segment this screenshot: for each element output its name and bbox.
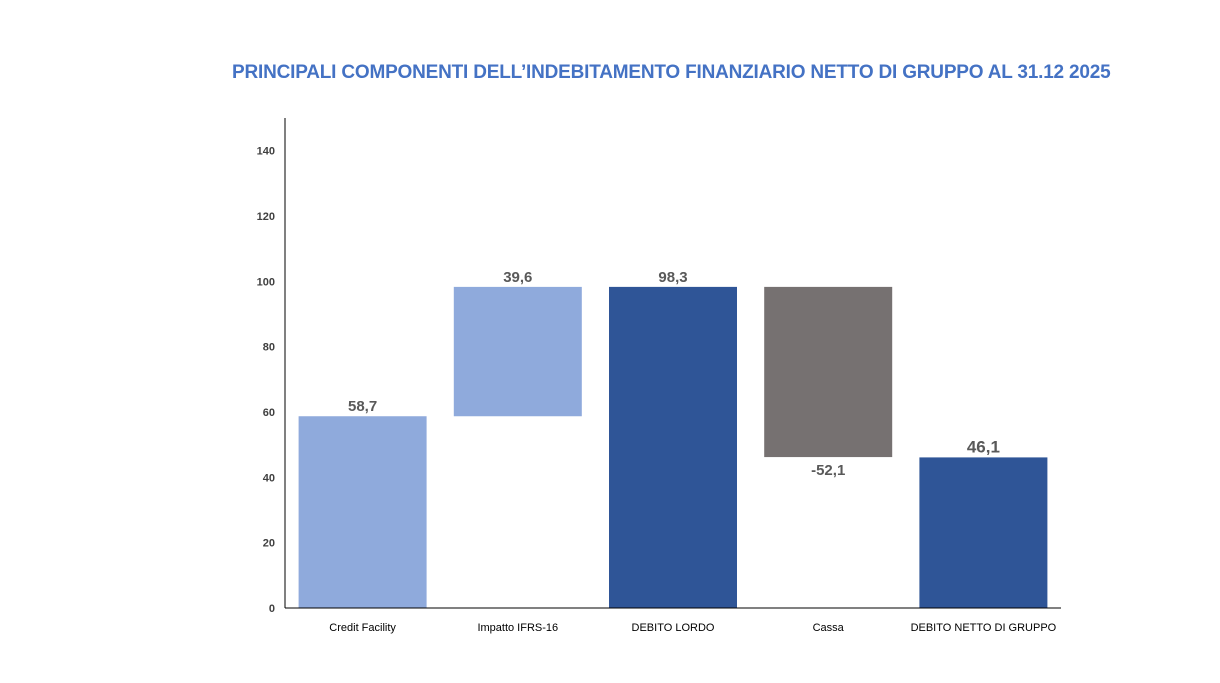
data-label: 98,3 <box>658 269 687 286</box>
x-category-label: DEBITO NETTO DI GRUPPO <box>911 622 1057 634</box>
x-category-label: Credit Facility <box>329 622 396 634</box>
data-label: -52,1 <box>811 462 845 479</box>
chart-title: PRINCIPALI COMPONENTI DELL’INDEBITAMENTO… <box>232 62 1111 83</box>
bars <box>298 286 1048 608</box>
y-tick-label: 40 <box>263 472 275 484</box>
data-labels: 58,7 39,6 98,3 -52,1 46,1 <box>348 269 1000 479</box>
y-axis: 0 20 40 60 80 100 120 140 <box>257 118 286 615</box>
x-category-label: Cassa <box>813 622 845 634</box>
y-tick-label: 120 <box>257 211 275 223</box>
bar <box>453 286 582 417</box>
data-label: 39,6 <box>503 269 532 286</box>
bar <box>298 416 427 608</box>
y-tick-label: 60 <box>263 407 275 419</box>
y-tick-label: 100 <box>257 276 275 288</box>
bar <box>919 457 1048 608</box>
bar <box>764 286 893 458</box>
bar <box>609 286 737 608</box>
y-tick-label: 80 <box>263 342 275 354</box>
y-tick-label: 20 <box>263 538 275 550</box>
data-label: 58,7 <box>348 398 377 415</box>
y-tick-label: 0 <box>269 603 275 615</box>
y-tick-label: 140 <box>257 146 275 158</box>
x-category-label: DEBITO LORDO <box>632 622 715 634</box>
x-axis: Credit Facility Impatto IFRS-16 DEBITO LOR… <box>285 607 1061 634</box>
x-category-label: Impatto IFRS-16 <box>477 622 558 634</box>
data-label: 46,1 <box>967 437 1000 456</box>
